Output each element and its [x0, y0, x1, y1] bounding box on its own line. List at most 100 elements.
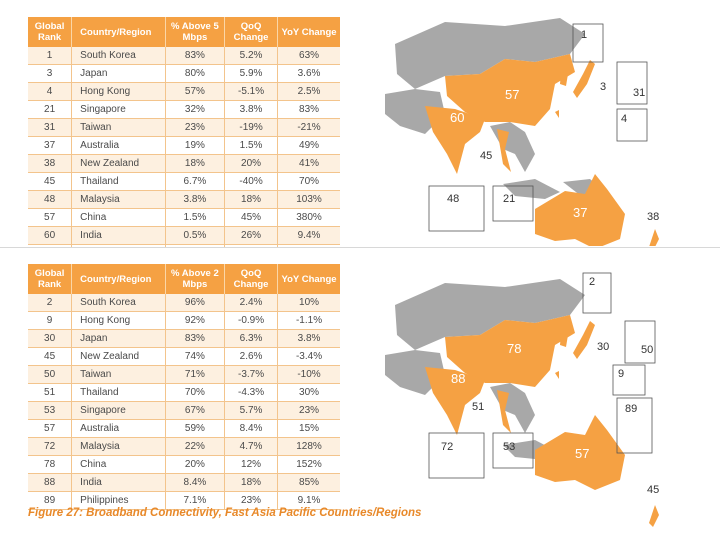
table-cell: 63%: [277, 47, 340, 65]
table-header-row: Global Rank Country/Region% Above 2 Mbps Q…: [28, 264, 340, 294]
table-cell: 59%: [165, 419, 226, 438]
australia-region: [535, 415, 625, 490]
map-label-japan: 3: [600, 81, 606, 93]
table-cell: 96%: [165, 294, 226, 312]
table-cell: 83%: [165, 47, 226, 65]
map-label-malaysia: 48: [447, 193, 459, 205]
table-cell: 1: [28, 47, 73, 65]
table-cell: India: [71, 473, 166, 492]
table-cell: 30: [28, 329, 73, 348]
table-cell: 4.7%: [224, 437, 279, 456]
thailand-region: [497, 129, 511, 172]
column-header: QoQ Change: [224, 17, 279, 47]
column-header: Country/Region: [71, 264, 166, 294]
table-cell: China: [71, 455, 166, 474]
table-cell: 67%: [165, 401, 226, 420]
table-cell: 380%: [277, 208, 340, 227]
taiwan-region: [555, 110, 559, 118]
table-cell: 41%: [277, 154, 340, 173]
table-cell: 88: [28, 473, 73, 492]
table-cell: 20%: [224, 154, 279, 173]
table-cell: 7.1%: [165, 491, 226, 510]
table-row: 60 India 0.5% 26% 9.4%: [28, 226, 340, 245]
table-cell: 60: [28, 226, 73, 245]
table-cell: 71%: [165, 365, 226, 384]
map-label-india: 88: [451, 371, 465, 386]
table-cell: Hong Kong: [71, 311, 166, 330]
asia-pacific-map-2mbps: 2 30 50 9 89 72 53 78 88 57 51 45: [385, 272, 659, 527]
table-row: 38 New Zealand 18% 20% 41%: [28, 154, 340, 173]
table-row: 45 Thailand 6.7% -40% 70%: [28, 172, 340, 191]
table-cell: 3.8%: [165, 190, 226, 209]
table-cell: Australia: [71, 136, 166, 155]
table-cell: 12%: [224, 455, 279, 474]
column-header: Global Rank: [28, 17, 73, 47]
table-cell: Japan: [71, 64, 166, 83]
table-cell: 32%: [165, 100, 226, 119]
neighbor-land: [503, 179, 560, 199]
table-row: 31 Taiwan 23% -19% -21%: [28, 118, 340, 137]
india-region: [425, 367, 485, 435]
table-cell: 20%: [165, 455, 226, 474]
map-label-taiwan: 50: [641, 344, 653, 356]
table-cell: 57: [28, 208, 73, 227]
table-cell: Thailand: [71, 383, 166, 402]
india-region: [425, 106, 485, 174]
table-row: 1 South Korea 83% 5.2% 63%: [28, 47, 340, 65]
table-cell: Australia: [71, 419, 166, 438]
table-row: 50 Taiwan 71% -3.7% -10%: [28, 365, 340, 384]
table-cell: 5.2%: [224, 47, 279, 65]
table-cell: Philippines: [71, 491, 166, 510]
table-cell: -1.1%: [277, 311, 340, 330]
table-row: 57 China 1.5% 45% 380%: [28, 208, 340, 227]
map-label-singapore: 21: [503, 193, 515, 205]
table-cell: -4.3%: [224, 383, 279, 402]
table-cell: 4: [28, 82, 73, 101]
table-row: 45 New Zealand 74% 2.6% -3.4%: [28, 347, 340, 366]
table-cell: 103%: [277, 190, 340, 209]
table-cell: 3.8%: [277, 329, 340, 348]
table-cell: Taiwan: [71, 118, 166, 137]
map-label-south-korea: 2: [589, 276, 595, 288]
new-zealand-region: [649, 229, 659, 246]
inset-box: [616, 397, 653, 454]
china-region: [445, 54, 575, 126]
table-cell: 23%: [165, 118, 226, 137]
top-panel: Global Rank Country/Region% Above 5 Mbps Q…: [0, 0, 720, 263]
map-label-new-zealand: 38: [647, 211, 659, 223]
inset-box: [582, 272, 612, 314]
table-row: 37 Australia 19% 1.5% 49%: [28, 136, 340, 155]
column-header: Country/Region: [71, 17, 166, 47]
table-cell: 57: [28, 419, 73, 438]
table-cell: -0.9%: [224, 311, 279, 330]
neighbor-land: [490, 383, 535, 433]
table-cell: India: [71, 226, 166, 245]
table-cell: 70%: [165, 383, 226, 402]
column-header: % Above 2 Mbps: [165, 264, 226, 294]
table-cell: 6.7%: [165, 172, 226, 191]
map-label-india: 60: [450, 110, 464, 125]
map-label-china: 78: [507, 341, 521, 356]
table-cell: 3: [28, 64, 73, 83]
table-cell: 83%: [165, 329, 226, 348]
table-cell: 8.4%: [224, 419, 279, 438]
table-cell: South Korea: [71, 47, 166, 65]
inset-box: [492, 432, 534, 469]
table-cell: 1.5%: [165, 208, 226, 227]
japan-region: [573, 60, 595, 98]
china-region: [445, 315, 575, 387]
table-cell: 2.6%: [224, 347, 279, 366]
table-cell: Malaysia: [71, 437, 166, 456]
table-cell: -3.4%: [277, 347, 340, 366]
inset-box: [616, 108, 648, 142]
table-cell: 51: [28, 383, 73, 402]
table-cell: 83%: [277, 100, 340, 119]
inset-box: [428, 185, 485, 232]
panel-divider: [0, 247, 720, 256]
table-cell: 74%: [165, 347, 226, 366]
table-row: 72 Malaysia 22% 4.7% 128%: [28, 437, 340, 456]
table-cell: 89: [28, 491, 73, 510]
table-cell: 10%: [277, 294, 340, 312]
table-cell: 6.3%: [224, 329, 279, 348]
neighbor-land: [385, 89, 445, 134]
